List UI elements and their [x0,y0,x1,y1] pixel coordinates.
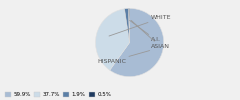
Text: ASIAN: ASIAN [131,20,170,49]
Wedge shape [110,8,164,77]
Text: WHITE: WHITE [109,16,171,36]
Text: HISPANIC: HISPANIC [97,51,150,64]
Wedge shape [129,8,130,42]
Text: A.I.: A.I. [130,20,161,42]
Wedge shape [125,8,130,42]
Legend: 59.9%, 37.7%, 1.9%, 0.5%: 59.9%, 37.7%, 1.9%, 0.5% [5,92,111,97]
Wedge shape [96,9,130,70]
